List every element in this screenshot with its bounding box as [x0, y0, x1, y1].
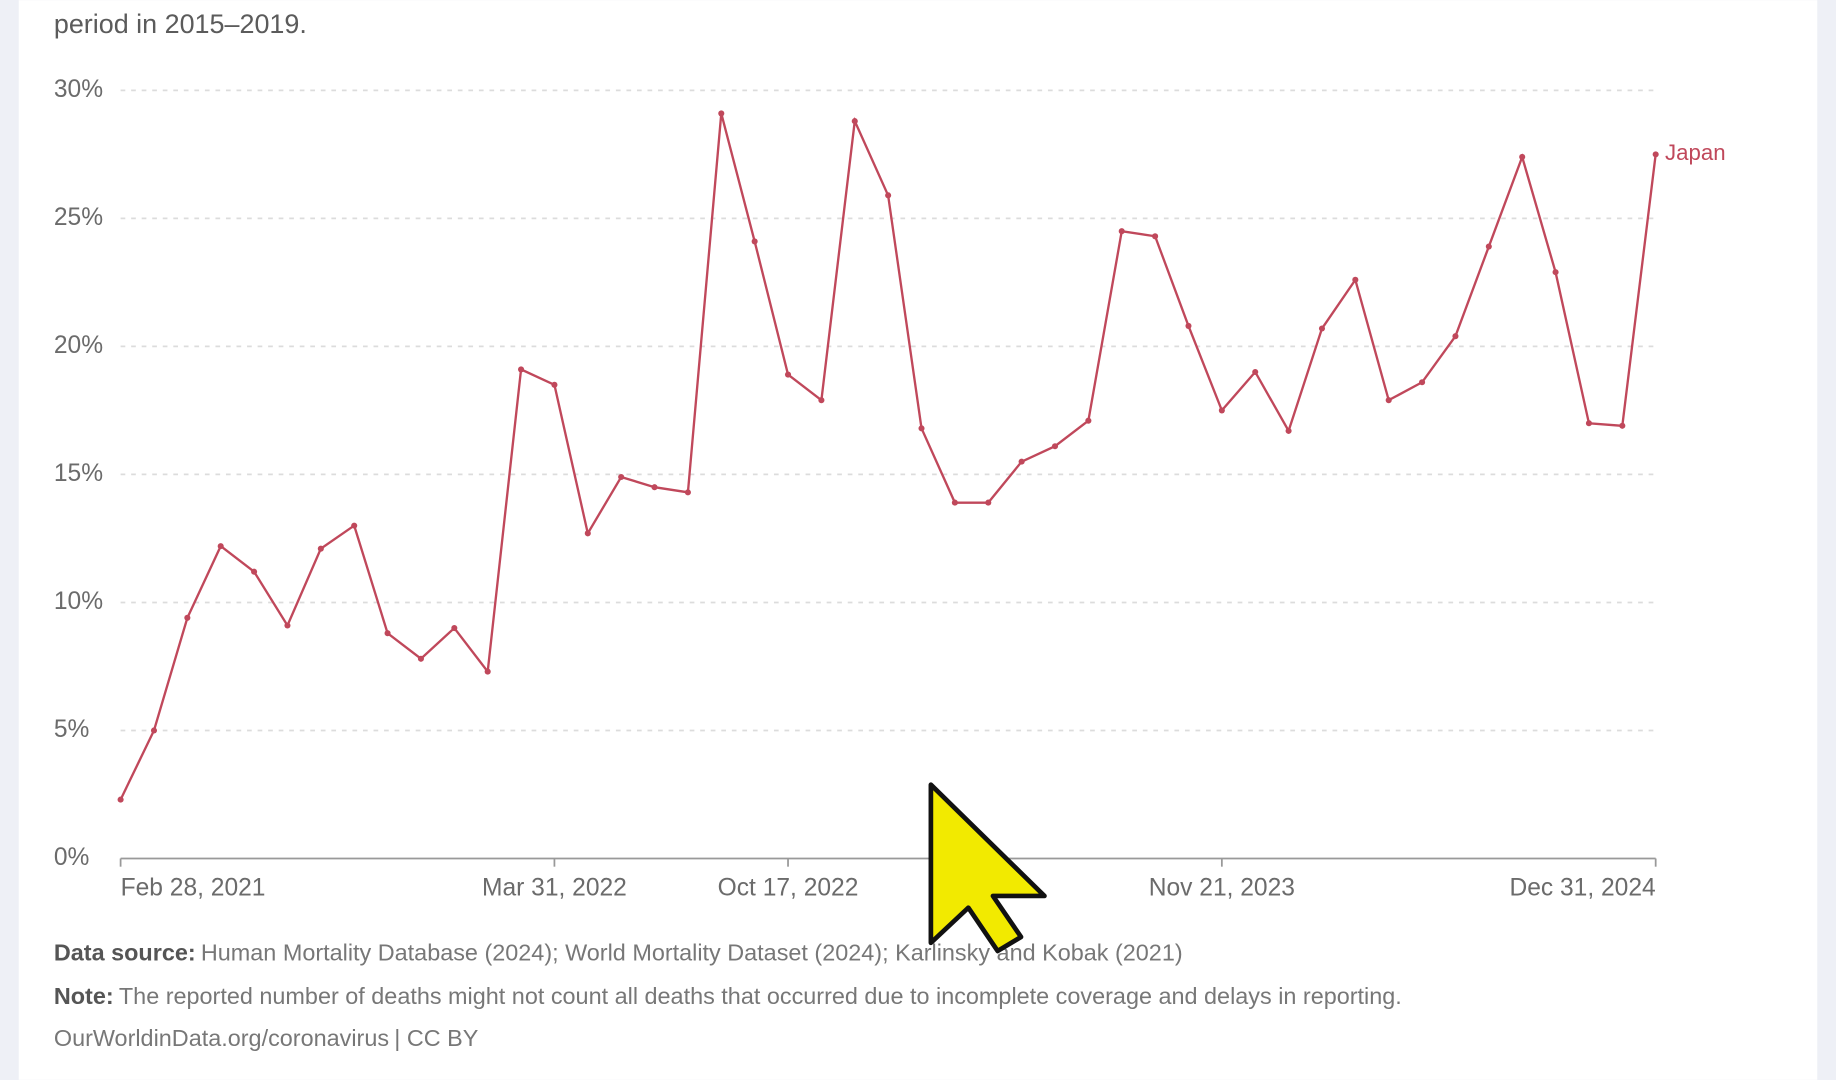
x-tick-label: Oct 17, 2022	[718, 874, 859, 901]
data-point	[1051, 443, 1059, 450]
data-point	[851, 118, 858, 125]
data-point	[1118, 228, 1125, 235]
data-point	[551, 381, 558, 388]
source-label: Data source:	[54, 940, 196, 966]
data-point	[951, 499, 958, 506]
y-tick-label: 25%	[54, 204, 103, 231]
y-tick-label: 30%	[54, 76, 103, 103]
note: Note: The reported number of deaths migh…	[54, 983, 1402, 1009]
data-point	[584, 530, 591, 537]
data-point	[1619, 422, 1626, 429]
series-label: Japan	[1665, 140, 1726, 165]
license: | CC BY	[394, 1025, 479, 1051]
data-point	[117, 796, 124, 803]
data-point	[384, 630, 391, 637]
data-point	[1085, 417, 1092, 424]
data-point	[417, 655, 424, 662]
data-point	[1519, 153, 1526, 160]
y-tick-label: 0%	[54, 844, 90, 871]
data-point	[1585, 420, 1592, 427]
data-point	[1285, 427, 1292, 434]
source-text: Human Mortality Database (2024); World M…	[201, 940, 1183, 966]
chart-subtitle: period in 2015–2019.	[54, 9, 307, 39]
data-point	[818, 397, 825, 404]
data-point	[217, 543, 224, 550]
y-tick-label: 15%	[54, 460, 103, 487]
y-tick-label: 5%	[54, 716, 90, 743]
x-tick-label: Nov 21, 2023	[1149, 874, 1295, 901]
data-point	[451, 625, 458, 632]
data-point	[1552, 269, 1559, 276]
data-point	[1385, 397, 1392, 404]
data-point	[1152, 233, 1159, 240]
data-point	[1318, 325, 1326, 332]
data-point	[1352, 276, 1359, 283]
data-point	[784, 371, 792, 378]
data-point	[518, 366, 525, 373]
data-point	[1018, 458, 1025, 465]
data-point	[251, 568, 258, 575]
data-point	[885, 192, 892, 199]
data-point	[1218, 407, 1225, 414]
note-text: The reported number of deaths might not …	[119, 983, 1402, 1009]
x-tick-label: Mar 31, 2022	[482, 874, 627, 901]
y-tick-label: 10%	[54, 588, 103, 615]
data-point	[618, 473, 625, 481]
x-tick-label: Feb 28, 2021	[121, 874, 266, 901]
data-point	[718, 110, 725, 117]
data-point	[484, 668, 491, 675]
data-point	[1485, 243, 1492, 250]
data-point	[351, 522, 358, 529]
data-point	[1252, 368, 1259, 376]
x-tick-label: Dec 31, 2024	[1509, 874, 1655, 901]
data-point	[651, 484, 658, 491]
data-point	[751, 238, 758, 245]
data-point	[1419, 379, 1426, 386]
data-point	[1652, 151, 1659, 158]
data-point	[317, 545, 324, 552]
plot: 0% 5% 10% 15% 20% 25% 30% Feb 28, 2021 Mar 31, 2…	[54, 76, 1726, 902]
credit: OurWorldinData.org/coronavirus | CC BY	[54, 1025, 479, 1051]
data-point	[985, 499, 992, 506]
note-label: Note:	[54, 983, 114, 1009]
data-point	[684, 489, 691, 496]
source: Data source: Human Mortality Database (2…	[54, 940, 1183, 966]
url: OurWorldinData.org/coronavirus	[54, 1025, 389, 1051]
chart-card	[18, 0, 1818, 1080]
data-point	[150, 727, 158, 734]
data-point	[1452, 333, 1459, 340]
mouse-cursor	[928, 782, 1047, 954]
y-tick-label: 20%	[54, 332, 103, 359]
data-point	[1185, 322, 1192, 329]
data-point	[184, 614, 191, 621]
data-point	[918, 425, 925, 432]
data-point	[284, 622, 291, 629]
